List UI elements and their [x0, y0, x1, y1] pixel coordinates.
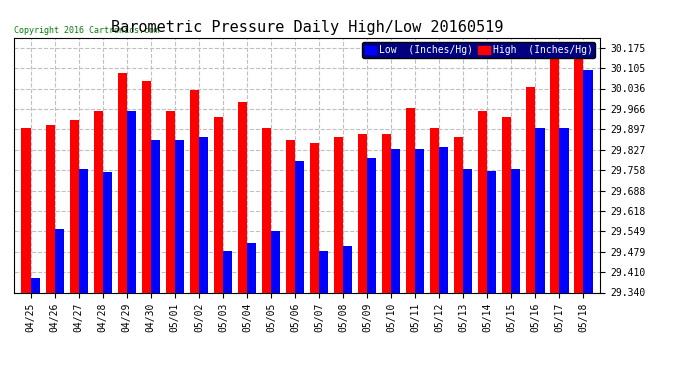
Bar — [286, 140, 295, 292]
Bar — [46, 125, 55, 292]
Bar — [502, 117, 511, 292]
Bar — [127, 111, 136, 292]
Bar — [487, 171, 497, 292]
Bar — [334, 137, 343, 292]
Bar — [391, 149, 400, 292]
Bar — [30, 278, 40, 292]
Bar — [511, 170, 520, 292]
Bar — [117, 73, 127, 292]
Bar — [551, 48, 560, 292]
Bar — [55, 230, 63, 292]
Bar — [343, 246, 352, 292]
Bar — [70, 120, 79, 292]
Bar — [440, 147, 449, 292]
Bar — [526, 87, 535, 292]
Bar — [415, 149, 424, 292]
Bar — [535, 128, 544, 292]
Bar — [430, 128, 440, 292]
Bar — [478, 111, 487, 292]
Bar — [295, 160, 304, 292]
Legend: Low  (Inches/Hg), High  (Inches/Hg): Low (Inches/Hg), High (Inches/Hg) — [362, 42, 595, 58]
Bar — [406, 108, 415, 292]
Bar — [199, 137, 208, 292]
Text: Copyright 2016 Cartronics.com: Copyright 2016 Cartronics.com — [14, 26, 159, 35]
Bar — [574, 48, 584, 292]
Bar — [94, 111, 103, 292]
Bar — [319, 252, 328, 292]
Bar — [175, 140, 184, 292]
Bar — [584, 70, 593, 292]
Bar — [166, 111, 175, 292]
Bar — [79, 170, 88, 292]
Bar — [151, 140, 160, 292]
Bar — [310, 143, 319, 292]
Bar — [214, 117, 223, 292]
Bar — [358, 134, 367, 292]
Bar — [21, 128, 30, 292]
Bar — [141, 81, 151, 292]
Bar — [382, 134, 391, 292]
Title: Barometric Pressure Daily High/Low 20160519: Barometric Pressure Daily High/Low 20160… — [111, 20, 503, 35]
Bar — [238, 102, 247, 292]
Bar — [367, 158, 376, 292]
Bar — [223, 252, 232, 292]
Bar — [103, 172, 112, 292]
Bar — [262, 128, 271, 292]
Bar — [463, 170, 473, 292]
Bar — [560, 128, 569, 292]
Bar — [271, 231, 280, 292]
Bar — [247, 243, 256, 292]
Bar — [190, 90, 199, 292]
Bar — [454, 137, 463, 292]
